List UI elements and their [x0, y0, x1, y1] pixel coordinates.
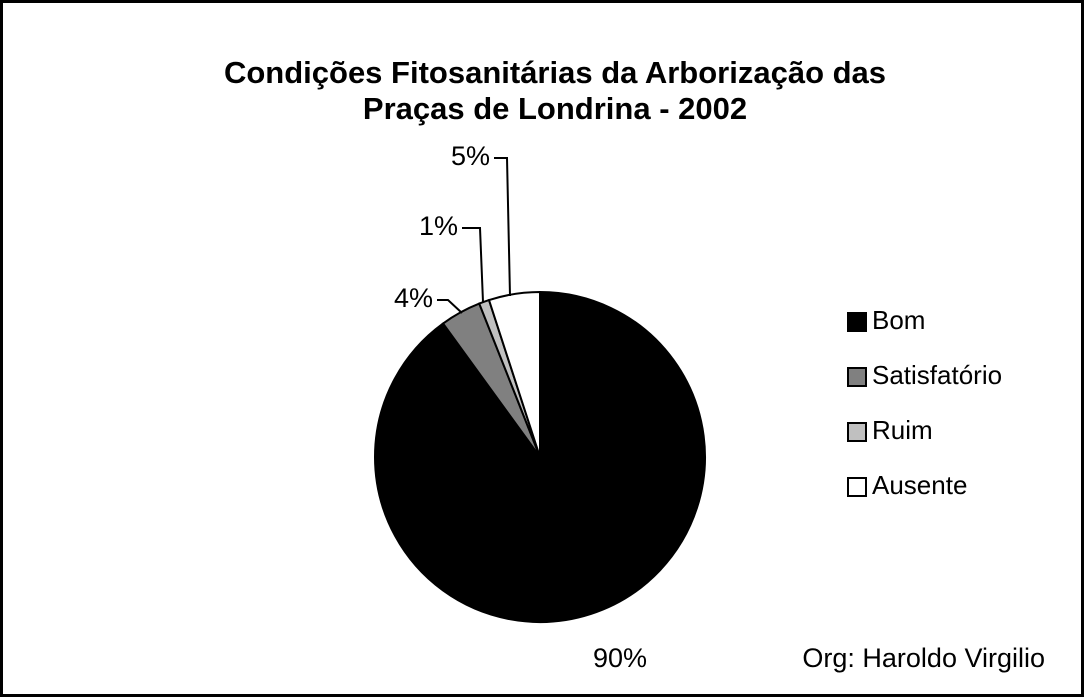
- note: Org: Haroldo Virgilio: [802, 643, 1045, 673]
- legend-swatch: [847, 367, 867, 387]
- legend-label: Ruim: [872, 415, 933, 445]
- legend-swatch: [847, 422, 867, 442]
- legend-label: Satisfatório: [872, 360, 1002, 390]
- legend-swatch: [847, 312, 867, 332]
- legend-swatch: [847, 477, 867, 497]
- legend-label: Ausente: [872, 470, 967, 500]
- data-label: 90%: [593, 643, 647, 673]
- legend-label: Bom: [872, 305, 925, 335]
- leader-line: [462, 227, 484, 303]
- chart-title: Condições Fitosanitárias da Arborização …: [224, 55, 886, 90]
- chart-title: Praças de Londrina - 2002: [363, 91, 747, 126]
- leader-line: [437, 299, 463, 314]
- leader-line: [494, 157, 511, 297]
- data-label: 1%: [419, 211, 458, 241]
- pie-slice: [487, 290, 541, 458]
- data-label: 4%: [394, 283, 433, 313]
- data-label: 5%: [451, 141, 490, 171]
